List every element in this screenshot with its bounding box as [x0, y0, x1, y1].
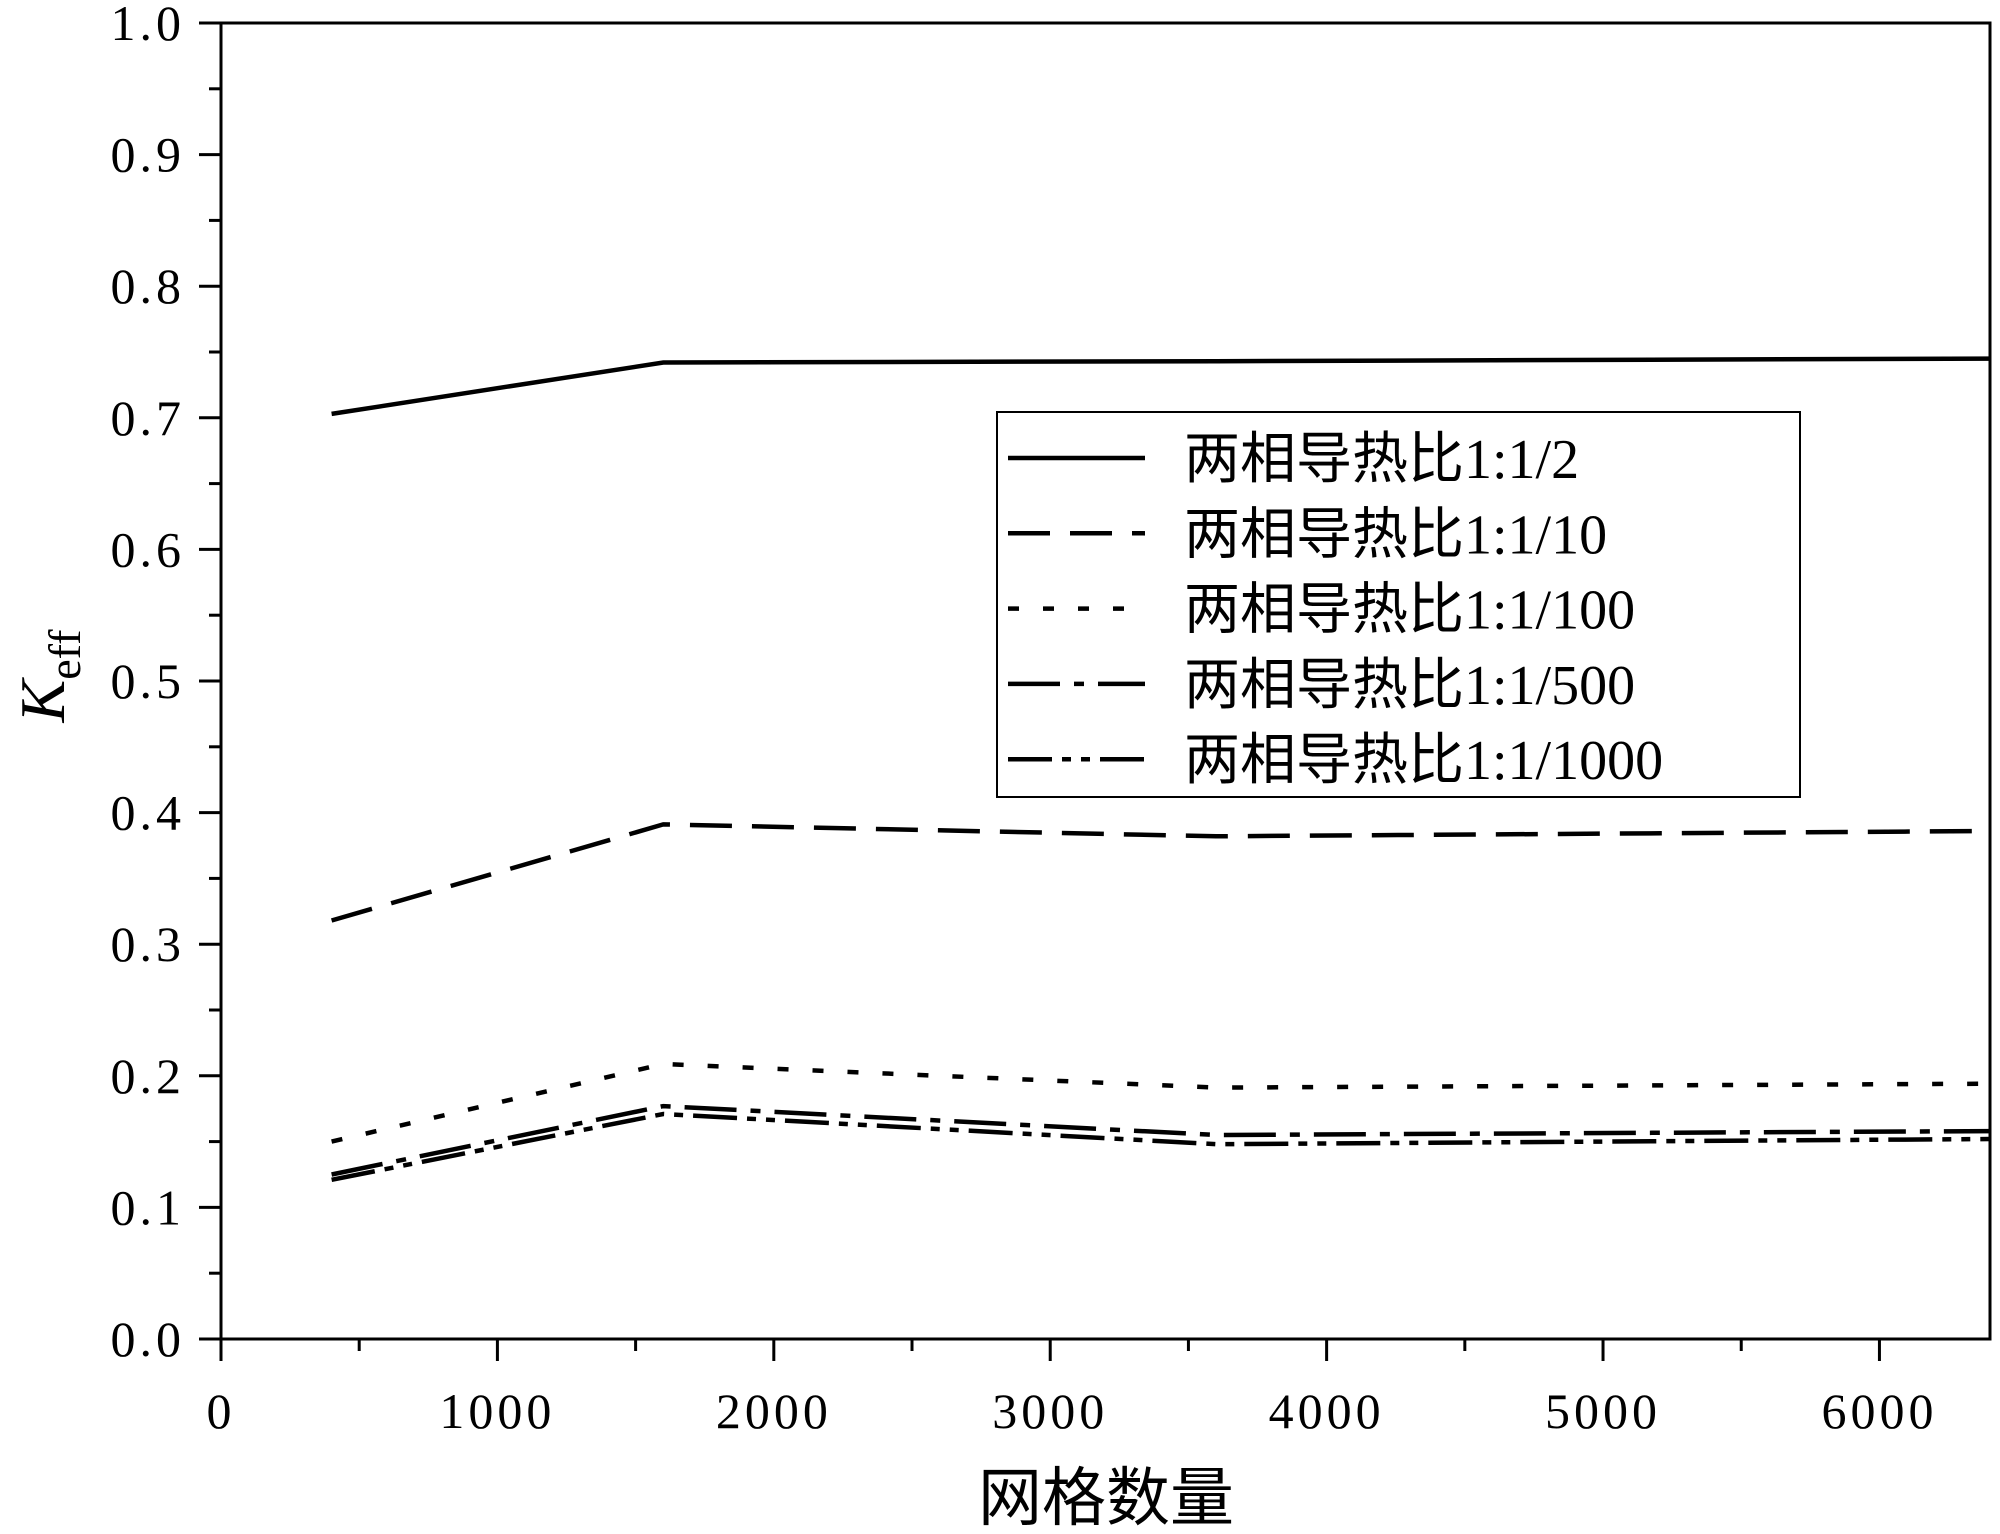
- legend-entry: 两相导热比1:1/100: [1008, 580, 1635, 642]
- y-tick-label: 0.9: [111, 127, 186, 183]
- y-tick-label: 0.1: [111, 1179, 186, 1235]
- x-tick-label: 1000: [439, 1383, 555, 1439]
- series-line-2: [330, 822, 1991, 923]
- y-tick-label: 0.4: [111, 785, 186, 841]
- legend-entry: 两相导热比1:1/10: [1008, 504, 1607, 566]
- series-line-4: [331, 1103, 1991, 1177]
- x-tick-label: 4000: [1269, 1383, 1385, 1439]
- series-line-5: [331, 1111, 1991, 1183]
- y-tick-label: 1.0: [111, 0, 186, 51]
- x-tick-label: 0: [207, 1383, 236, 1439]
- legend-entry: 两相导热比1:1/1000: [1008, 730, 1663, 792]
- legend-label: 两相导热比1:1/1000: [1184, 730, 1663, 792]
- x-tick-label: 3000: [992, 1383, 1108, 1439]
- x-tick-label: 6000: [1821, 1383, 1937, 1439]
- y-tick-label: 0.5: [111, 653, 186, 709]
- y-tick-label: 0.6: [111, 521, 186, 577]
- y-axis-title-subscript: eff: [39, 629, 90, 680]
- legend: 两相导热比1:1/2 两相导热比1:1/10 两相导热比1:1/100 两相导热比1:…: [996, 411, 1801, 798]
- x-tick-label: 5000: [1545, 1383, 1661, 1439]
- legend-entry: 两相导热比1:1/500: [1008, 655, 1635, 717]
- axis-ticks: [199, 21, 1881, 1361]
- axis-tick-labels: 0.0 0.1 0.2 0.3 0.4 0.5 0.6 0.7 0.8 0.9 1.0 0 1000 20…: [111, 0, 1937, 1439]
- legend-box: [996, 411, 1801, 798]
- legend-label: 两相导热比1:1/10: [1184, 504, 1607, 566]
- x-axis-title: 网格数量: [978, 1463, 1234, 1534]
- y-tick-label: 0.7: [111, 390, 186, 446]
- series-lines: [330, 356, 1991, 1183]
- y-tick-label: 0.3: [111, 916, 186, 972]
- y-axis-title-main: K: [7, 676, 78, 723]
- x-tick-label: 2000: [716, 1383, 832, 1439]
- legend-entries: 两相导热比1:1/2 两相导热比1:1/10 两相导热比1:1/100 两相导热比1:…: [1008, 429, 1663, 792]
- legend-label: 两相导热比1:1/100: [1184, 580, 1635, 642]
- legend-label: 两相导热比1:1/2: [1184, 429, 1579, 491]
- y-tick-label: 0.8: [111, 258, 186, 314]
- y-tick-label: 0.2: [111, 1048, 186, 1104]
- y-tick-label: 0.0: [111, 1311, 186, 1367]
- y-axis-title: Keff: [7, 629, 90, 724]
- series-line-1: [331, 356, 1991, 417]
- legend-label: 两相导热比1:1/500: [1184, 655, 1635, 717]
- legend-entry: 两相导热比1:1/2: [1008, 429, 1579, 491]
